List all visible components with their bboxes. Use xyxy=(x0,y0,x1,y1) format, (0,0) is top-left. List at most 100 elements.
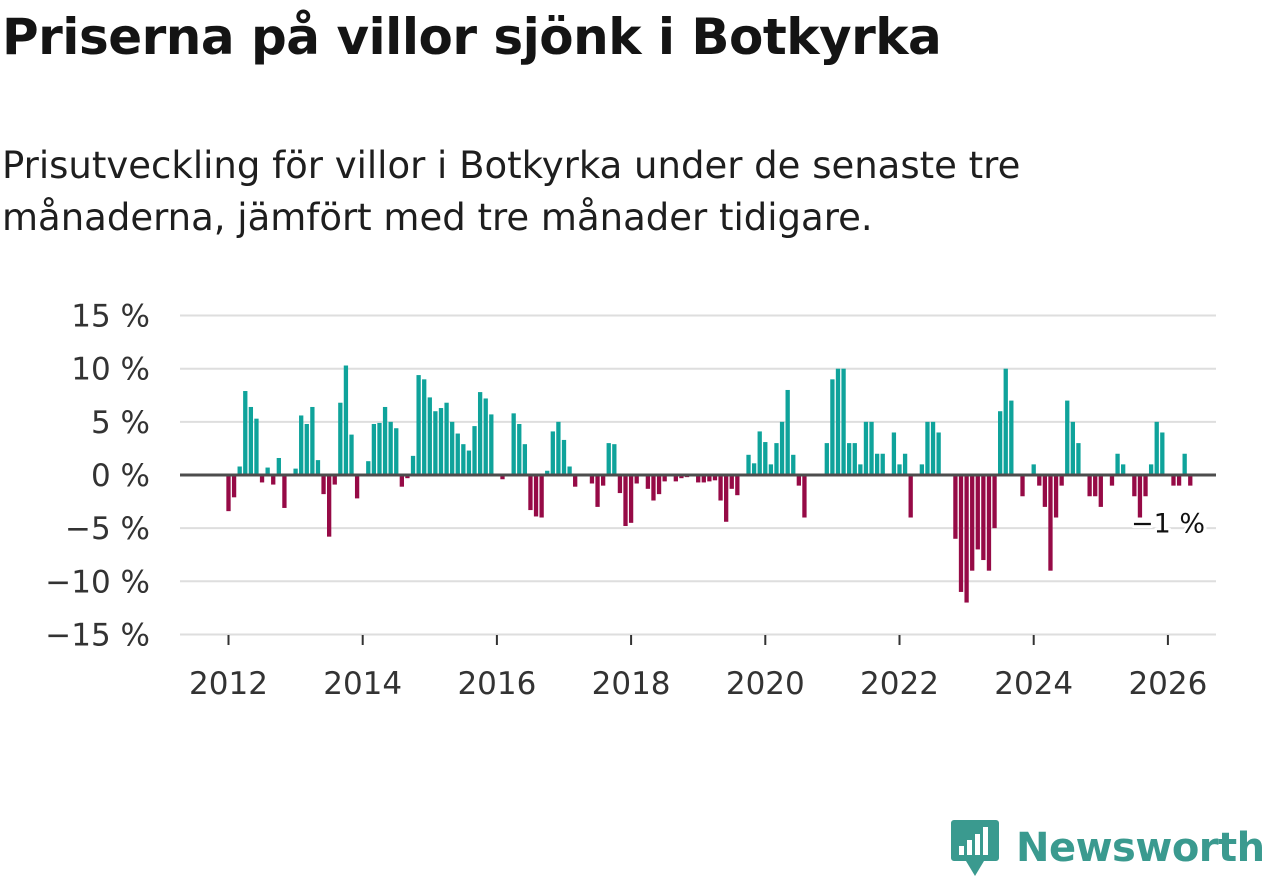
bar xyxy=(533,475,539,517)
bar xyxy=(1176,475,1182,486)
bar xyxy=(673,475,678,482)
bar xyxy=(1188,475,1193,486)
bar xyxy=(1148,464,1154,475)
bar xyxy=(986,475,992,571)
x-axis-labels: 2012 2014 2016 2018 2020 2022 2024 2026 xyxy=(189,635,1207,702)
bar xyxy=(606,443,611,475)
bar xyxy=(455,433,460,475)
bar xyxy=(662,475,667,482)
bar xyxy=(304,423,309,475)
bar xyxy=(377,422,382,475)
bar xyxy=(450,421,455,475)
bar xyxy=(248,406,254,475)
newsworthy-logo-icon xyxy=(951,820,999,876)
bar xyxy=(1076,443,1081,475)
bar xyxy=(528,475,533,511)
y-tick-label: 0 % xyxy=(91,458,150,494)
bar xyxy=(299,415,304,475)
bar xyxy=(841,368,846,475)
bar xyxy=(936,432,941,475)
bar xyxy=(1065,400,1070,475)
bar xyxy=(1093,475,1098,497)
bar xyxy=(830,379,835,475)
bar xyxy=(321,475,326,495)
bar xyxy=(623,475,628,527)
bar xyxy=(1009,400,1014,475)
bar xyxy=(718,475,723,501)
x-tick-label: 2024 xyxy=(994,666,1073,702)
bar xyxy=(802,475,807,518)
bar xyxy=(707,475,712,482)
y-tick-label: −10 % xyxy=(45,564,150,600)
bar xyxy=(1154,421,1159,475)
bar xyxy=(354,475,360,499)
y-tick-label: −5 % xyxy=(65,511,150,547)
bar xyxy=(433,411,438,475)
x-tick-label: 2022 xyxy=(860,666,939,702)
bar xyxy=(791,454,796,475)
x-tick-label: 2016 xyxy=(457,666,536,702)
bar xyxy=(349,434,354,475)
bar xyxy=(293,468,298,475)
bar xyxy=(338,402,343,475)
bar xyxy=(1121,464,1126,475)
end-value-label: −1 % xyxy=(1131,509,1205,540)
bar xyxy=(897,464,902,475)
chart-subtitle: Prisutveckling för villor i Botkyrka und… xyxy=(2,144,1021,239)
bar xyxy=(617,475,623,494)
bar xyxy=(265,467,270,475)
bar xyxy=(573,475,578,487)
bar xyxy=(276,457,281,475)
bar xyxy=(1042,475,1048,507)
bar xyxy=(561,439,567,475)
bar xyxy=(1003,368,1008,475)
x-tick-label: 2026 xyxy=(1128,666,1207,702)
bar xyxy=(1182,453,1187,475)
bar xyxy=(835,368,841,475)
bar xyxy=(1053,475,1059,518)
bar xyxy=(567,466,572,475)
bar xyxy=(735,475,740,496)
bar xyxy=(824,443,829,475)
bar xyxy=(958,475,964,592)
bar xyxy=(282,475,287,508)
bar xyxy=(315,460,321,475)
bar xyxy=(1160,432,1165,475)
bar xyxy=(1137,475,1143,518)
y-tick-label: 15 % xyxy=(71,299,150,335)
bar xyxy=(880,453,885,475)
x-tick-label: 2018 xyxy=(592,666,671,702)
bar xyxy=(327,475,332,537)
bar xyxy=(656,475,662,495)
bar xyxy=(1031,464,1036,475)
bar xyxy=(981,475,986,561)
bar xyxy=(556,421,561,475)
bar xyxy=(550,431,555,475)
bar xyxy=(975,475,980,550)
bar xyxy=(589,475,595,484)
bar xyxy=(1171,475,1176,486)
bar xyxy=(422,379,427,475)
chart-title: Priserna på villor sjönk i Botkyrka xyxy=(2,8,942,66)
bar xyxy=(1098,475,1103,507)
bar xyxy=(1143,475,1148,497)
bar xyxy=(751,463,757,475)
bar xyxy=(1037,475,1042,486)
bar xyxy=(628,475,634,523)
bar xyxy=(1109,475,1115,486)
bar xyxy=(852,443,857,475)
bar xyxy=(438,408,444,475)
bar xyxy=(410,455,416,475)
bar xyxy=(399,475,404,487)
bar xyxy=(874,453,880,475)
x-tick-label: 2020 xyxy=(726,666,805,702)
bar xyxy=(785,389,790,475)
bar xyxy=(332,475,337,485)
gridlines xyxy=(180,314,1216,636)
bar xyxy=(511,413,516,475)
bar xyxy=(701,475,706,483)
bar xyxy=(517,423,522,475)
bar xyxy=(1059,475,1064,486)
bar xyxy=(1048,475,1053,571)
bar xyxy=(746,454,751,475)
